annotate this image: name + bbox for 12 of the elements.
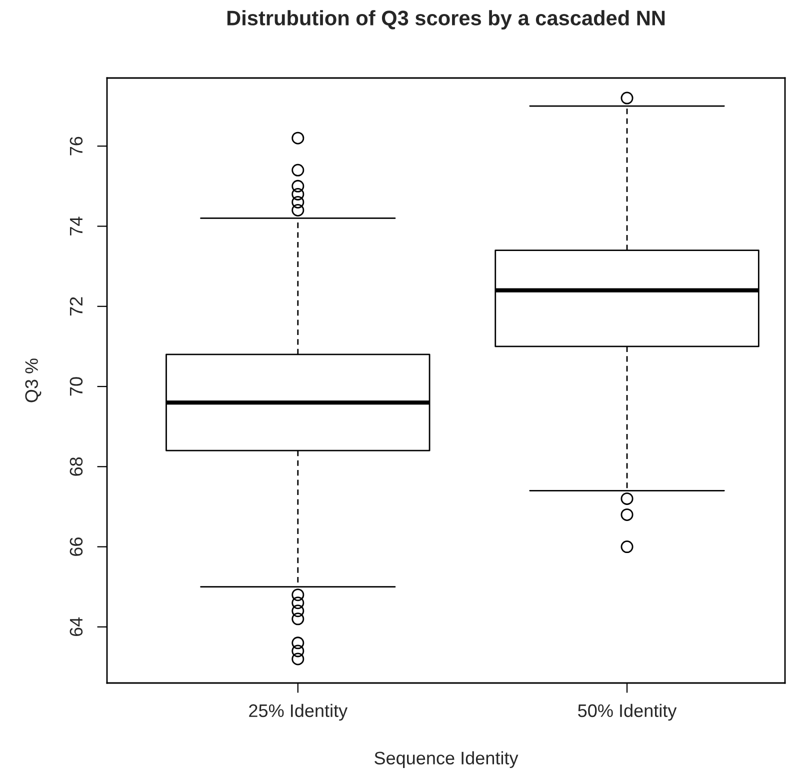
y-axis-title: Q3 % xyxy=(25,358,42,402)
y-tick-label: 72 xyxy=(70,297,82,316)
chart-title: Distrubution of Q3 scores by a cascaded NN xyxy=(227,10,665,30)
y-tick-label: 70 xyxy=(70,377,83,396)
y-tick-label: 68 xyxy=(70,457,83,476)
x-axis-title: Sequence Identity xyxy=(374,751,518,768)
y-tick-label: 66 xyxy=(70,538,83,556)
y-tick-label: 74 xyxy=(70,216,82,236)
x-tick-label: 50% Identity xyxy=(578,704,677,721)
y-tick-label: 64 xyxy=(70,617,83,636)
y-tick-label: 76 xyxy=(70,136,83,156)
x-tick-label: 25% Identity xyxy=(249,704,348,721)
